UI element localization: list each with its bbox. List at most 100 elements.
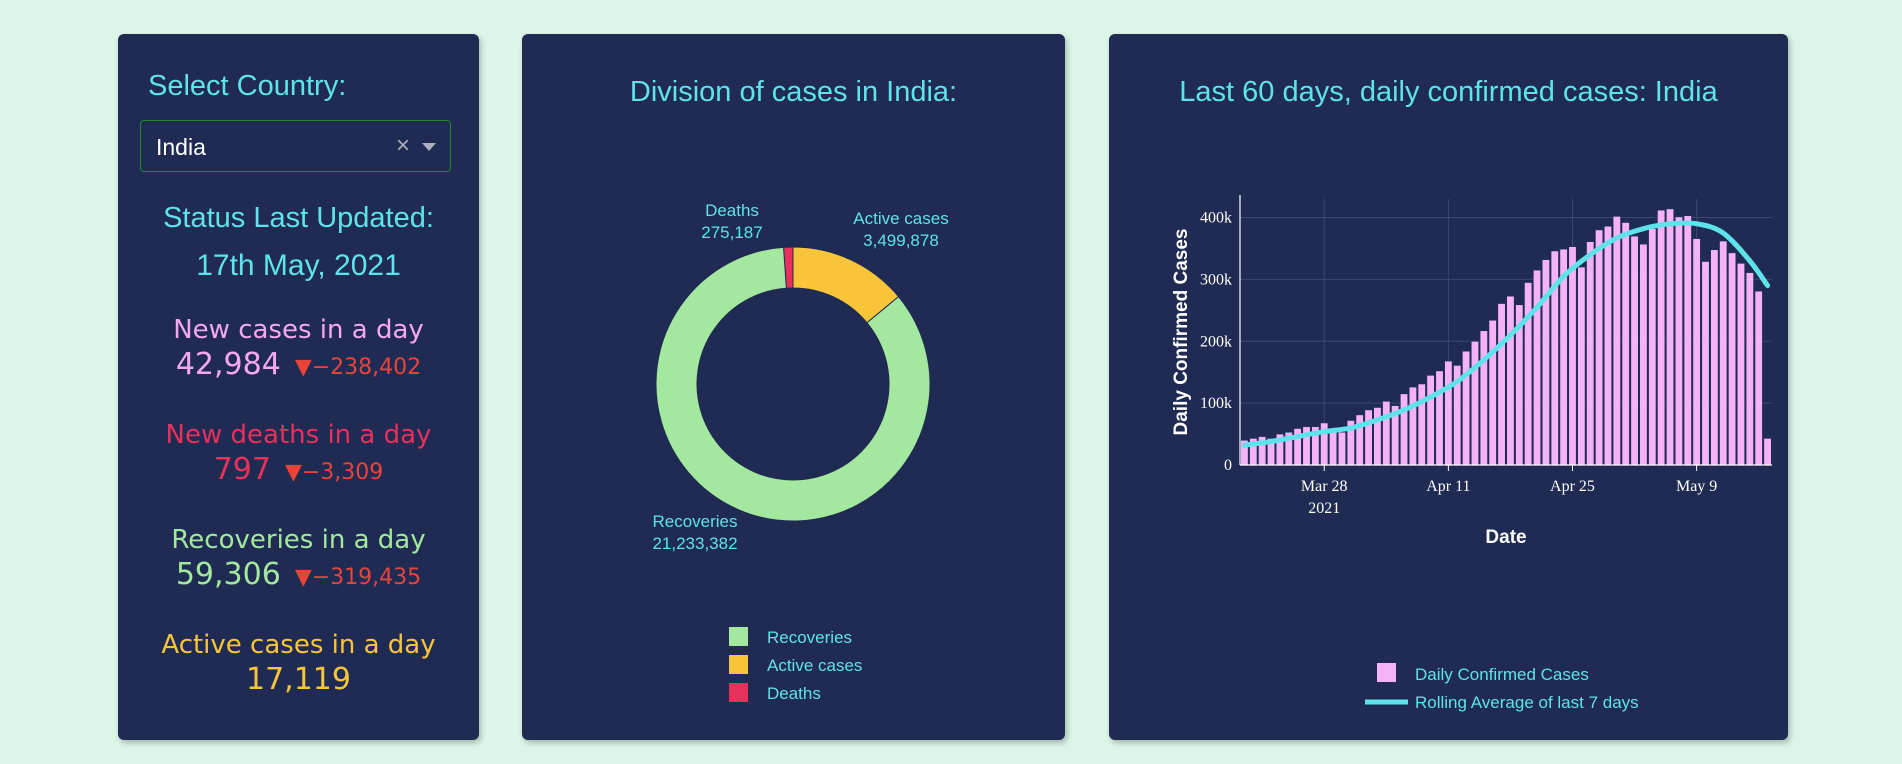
status-label: Status Last Updated: <box>163 202 434 234</box>
country-dropdown[interactable]: India × <box>140 120 451 172</box>
y-tick-label: 200k <box>1200 333 1232 350</box>
bar[interactable] <box>1595 229 1604 466</box>
chevron-down-icon[interactable] <box>422 143 436 151</box>
donut-value-active-cases: 3,499,878 <box>863 231 939 250</box>
bar[interactable] <box>1586 241 1595 466</box>
bar[interactable] <box>1603 225 1612 466</box>
stat-new-cases-value: 42,984 <box>175 347 281 382</box>
bar[interactable] <box>1337 431 1346 466</box>
bar[interactable] <box>1400 393 1409 466</box>
stat-new-deaths-delta: ▼−3,309 <box>284 460 384 485</box>
bar[interactable] <box>1657 209 1666 466</box>
bar-chart-title: Last 60 days, daily confirmed cases: Ind… <box>1179 76 1718 108</box>
donut-value-recoveries: 21,233,382 <box>652 534 737 553</box>
y-tick-label: 0 <box>1224 457 1232 474</box>
bar[interactable] <box>1417 383 1426 466</box>
y-tick-label: 400k <box>1200 210 1232 227</box>
country-dropdown-value: India <box>156 134 206 160</box>
y-tick-label: 100k <box>1200 395 1232 412</box>
legend-swatch-daily-confirmed-cases[interactable] <box>1377 663 1396 682</box>
stat-new-deaths-label: New deaths in a day <box>165 420 432 450</box>
bar[interactable] <box>1701 261 1710 466</box>
stat-recoveries-delta: ▼−319,435 <box>294 565 422 590</box>
donut-chart: Deaths 275,187 Active cases 3,499,878 Recove… <box>652 201 948 703</box>
bar[interactable] <box>1329 430 1338 466</box>
stat-new-cases-label: New cases in a day <box>173 315 424 345</box>
bar[interactable] <box>1683 215 1692 466</box>
bar[interactable] <box>1533 269 1542 466</box>
bar[interactable] <box>1408 386 1417 466</box>
bar[interactable] <box>1728 252 1737 466</box>
legend-item-rolling-average: Rolling Average of last 7 days <box>1415 693 1639 712</box>
bar[interactable] <box>1382 400 1391 466</box>
bar[interactable] <box>1745 272 1754 466</box>
stat-new-cases: New cases in a day 42,984 ▼−238,402 <box>118 315 479 382</box>
bar[interactable] <box>1736 263 1745 466</box>
donut-value-deaths: 275,187 <box>701 223 762 242</box>
legend-swatch-active-cases[interactable] <box>729 655 748 674</box>
stat-new-deaths: New deaths in a day 797 ▼−3,309 <box>118 420 479 487</box>
stats-panel: Select Country: India × Status Last Upda… <box>118 34 479 740</box>
x-tick-label: Apr 25 <box>1550 478 1595 495</box>
bar[interactable] <box>1462 350 1471 466</box>
x-tick-label: May 9 <box>1676 478 1717 495</box>
bar[interactable] <box>1763 438 1772 466</box>
stat-recoveries-value: 59,306 <box>175 557 281 592</box>
x-tick-label: Mar 28 <box>1301 478 1348 495</box>
daily-cases-panel: Last 60 days, daily confirmed cases: Ind… <box>1109 34 1788 740</box>
clear-icon[interactable]: × <box>395 132 410 159</box>
status-date: 17th May, 2021 <box>196 249 401 282</box>
stat-recoveries: Recoveries in a day 59,306 ▼−319,435 <box>118 525 479 592</box>
stat-active-cases-value: 17,119 <box>246 662 351 697</box>
donut-slice-recoveries[interactable] <box>655 246 931 522</box>
bar[interactable] <box>1506 295 1515 466</box>
bar[interactable] <box>1754 290 1763 466</box>
bar[interactable] <box>1666 208 1675 466</box>
legend-item-active-cases: Active cases <box>767 656 862 675</box>
legend-swatch-deaths[interactable] <box>729 683 748 702</box>
x-tick-sublabel: 2021 <box>1308 500 1340 517</box>
donut-label-deaths: Deaths <box>705 201 759 220</box>
daily-cases-chart: 0 100k 200k 300k 400k Mar 28 2021 Apr 11 Apr 25 M… <box>1171 195 1772 712</box>
x-axis-title: Date <box>1485 527 1526 548</box>
bar[interactable] <box>1364 409 1373 466</box>
y-axis-title: Daily Confirmed Cases <box>1171 229 1192 436</box>
stat-active-cases-label: Active cases in a day <box>161 630 436 660</box>
bar[interactable] <box>1444 360 1453 466</box>
bar[interactable] <box>1577 266 1586 466</box>
donut-label-recoveries: Recoveries <box>652 512 737 531</box>
stat-new-cases-delta: ▼−238,402 <box>294 355 422 380</box>
legend-item-daily-confirmed-cases: Daily Confirmed Cases <box>1415 665 1589 684</box>
legend-item-deaths: Deaths <box>767 684 821 703</box>
bar[interactable] <box>1719 240 1728 466</box>
bar[interactable] <box>1373 407 1382 466</box>
y-tick-label: 300k <box>1200 271 1232 288</box>
donut-chart-title: Division of cases in India: <box>629 76 958 108</box>
rolling-average-line[interactable] <box>1241 220 1771 448</box>
division-panel: Division of cases in India: Deaths 275,18… <box>522 34 1065 740</box>
bar[interactable] <box>1648 228 1657 466</box>
x-tick-label: Apr 11 <box>1426 478 1470 495</box>
stat-active-cases: Active cases in a day 17,119 <box>118 630 479 697</box>
bar[interactable] <box>1426 375 1435 466</box>
donut-label-active-cases: Active cases <box>853 209 948 228</box>
stat-new-deaths-value: 797 <box>213 452 271 487</box>
bar[interactable] <box>1639 243 1648 466</box>
bar[interactable] <box>1710 249 1719 466</box>
bar[interactable] <box>1674 216 1683 466</box>
bar[interactable] <box>1630 235 1639 466</box>
bar[interactable] <box>1621 222 1630 466</box>
bar[interactable] <box>1488 319 1497 466</box>
bar[interactable] <box>1612 216 1621 466</box>
bar[interactable] <box>1470 340 1479 466</box>
bar[interactable] <box>1435 370 1444 466</box>
bar[interactable] <box>1692 238 1701 466</box>
stat-recoveries-label: Recoveries in a day <box>171 525 426 555</box>
legend-item-recoveries: Recoveries <box>767 628 852 647</box>
bar[interactable] <box>1524 282 1533 466</box>
select-country-label: Select Country: <box>148 70 347 102</box>
bar[interactable] <box>1479 330 1488 466</box>
bar[interactable] <box>1497 303 1506 466</box>
bar[interactable] <box>1568 246 1577 466</box>
legend-swatch-recoveries[interactable] <box>729 627 748 646</box>
